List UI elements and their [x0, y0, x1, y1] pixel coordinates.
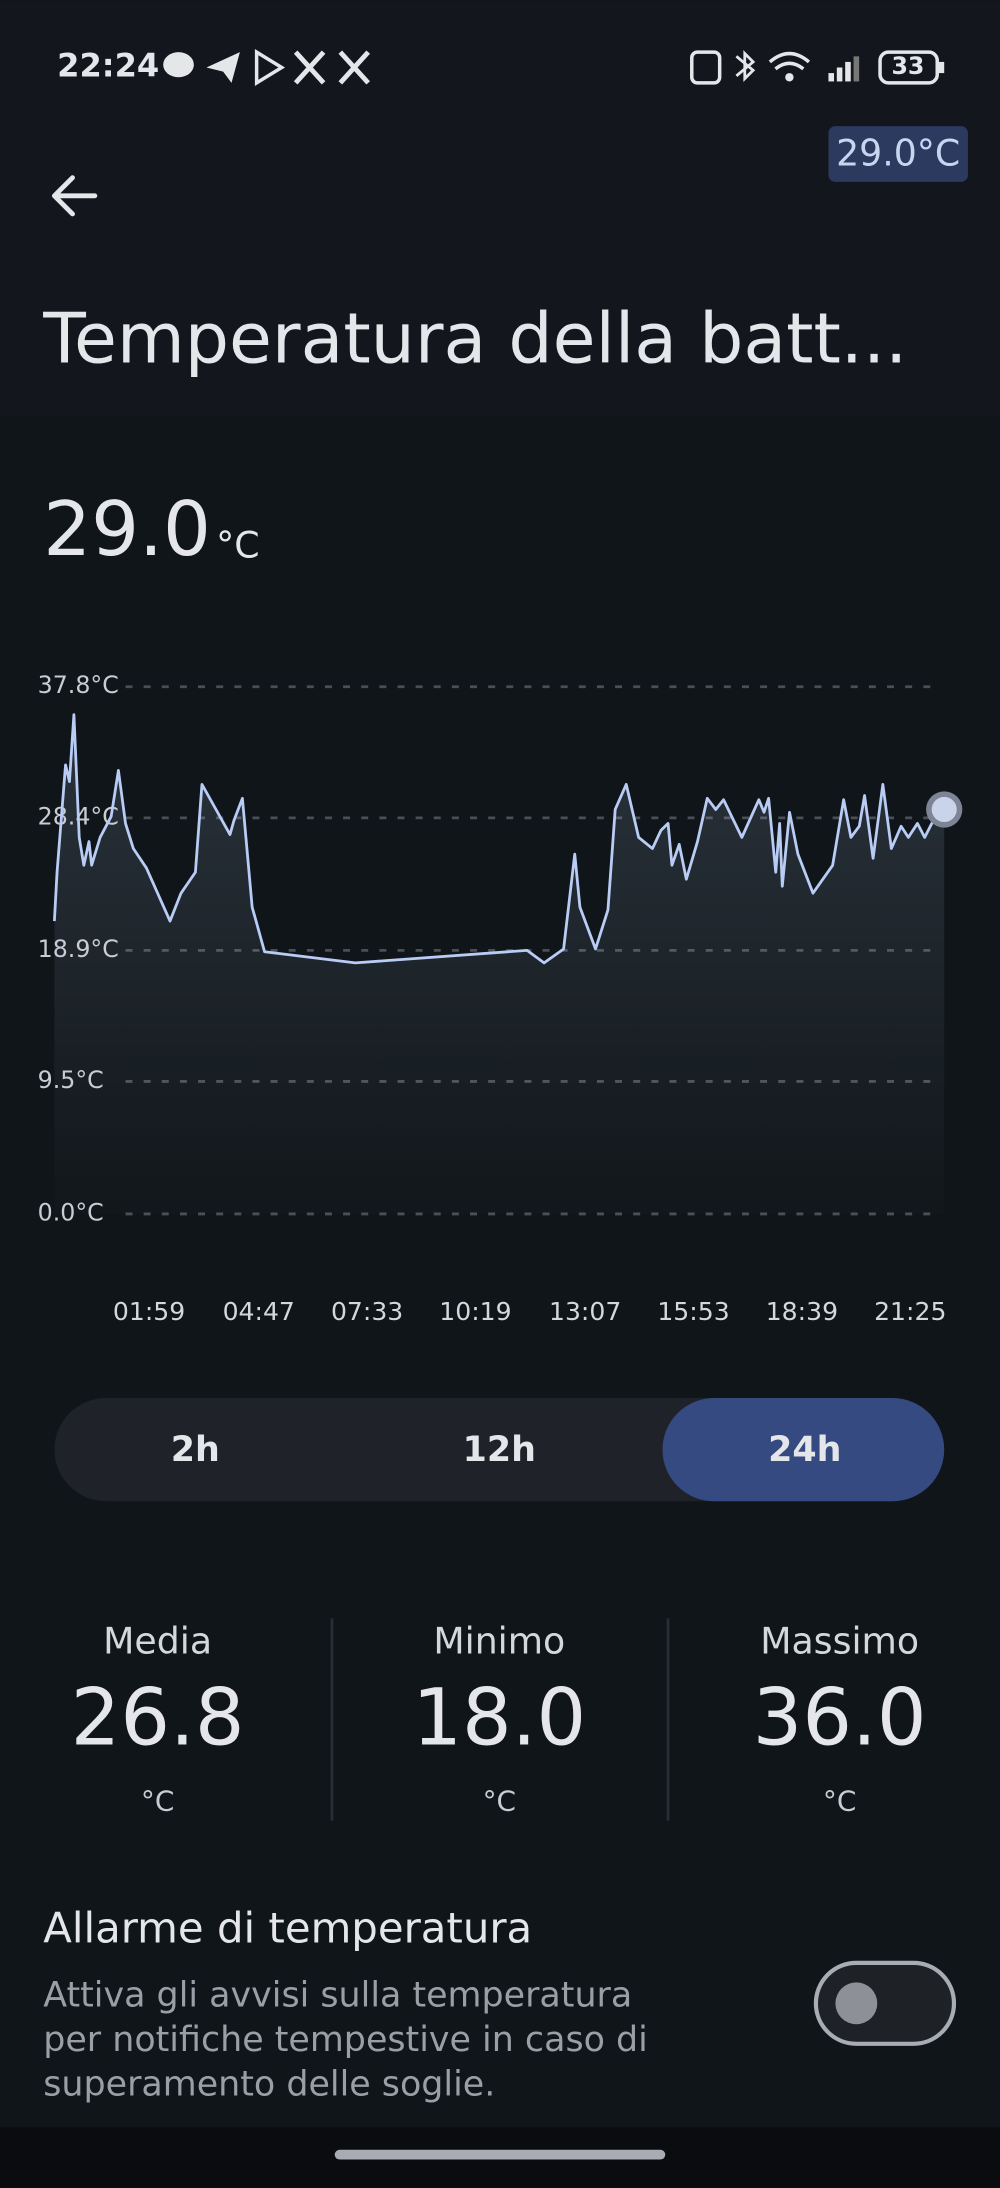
- chart: 37.8°C28.4°C18.9°C9.5°C0.0°C01:5904:4707…: [38, 671, 963, 1326]
- badge-text: 29.0°C: [836, 131, 960, 174]
- stat-label: Massimo: [760, 1620, 919, 1663]
- stat-unit: °C: [141, 1785, 174, 1818]
- x-tick-label: 10:19: [439, 1297, 511, 1326]
- content-background: [0, 416, 1000, 2128]
- stat-value: 36.0: [753, 1673, 927, 1763]
- status-time: 22:24: [57, 47, 159, 85]
- stat-label: Media: [103, 1620, 212, 1663]
- stat-value: 26.8: [71, 1673, 245, 1763]
- page-title: Temperatura della batt...: [42, 299, 907, 380]
- alarm-description: Attiva gli avvisi sulla temperatura: [43, 1975, 632, 2015]
- alarm-title: Allarme di temperatura: [43, 1903, 532, 1952]
- current-point-core: [931, 796, 957, 823]
- line-area: [54, 714, 945, 1214]
- x-tick-label: 07:33: [331, 1297, 403, 1326]
- x-tick-label: 04:47: [223, 1297, 295, 1326]
- stat-label: Minimo: [433, 1620, 565, 1663]
- range-selected: [662, 1398, 945, 1502]
- notification-icons: [163, 49, 371, 86]
- toggle-knob: [835, 1982, 878, 2025]
- current-unit: °C: [216, 523, 259, 566]
- alarm-description: per notifiche tempestive in caso di: [43, 2020, 648, 2060]
- stat-value: 18.0: [412, 1673, 586, 1763]
- current-value: 29.0: [43, 485, 211, 573]
- alarm-toggle[interactable]: [813, 1960, 957, 2046]
- y-tick-label: 37.8°C: [38, 671, 119, 699]
- x-tick-label: 21:25: [874, 1297, 946, 1326]
- temperature-badge: [828, 126, 968, 182]
- alarm-description: superamento delle soglie.: [43, 2065, 495, 2105]
- x-tick-label: 01:59: [113, 1297, 185, 1326]
- stat-unit: °C: [483, 1785, 516, 1818]
- system-icons: [690, 50, 945, 85]
- x-tick-label: 13:07: [549, 1297, 621, 1326]
- range-option[interactable]: 24h: [768, 1430, 841, 1470]
- range-option[interactable]: 12h: [463, 1430, 536, 1470]
- stat-unit: °C: [823, 1785, 856, 1818]
- range-option[interactable]: 2h: [171, 1430, 220, 1470]
- back-button[interactable]: [51, 175, 98, 217]
- home-indicator[interactable]: [334, 2149, 666, 2160]
- x-tick-label: 18:39: [766, 1297, 838, 1326]
- line: [53, 713, 946, 965]
- battery-level: 33: [891, 52, 924, 80]
- x-tick-label: 15:53: [657, 1297, 729, 1326]
